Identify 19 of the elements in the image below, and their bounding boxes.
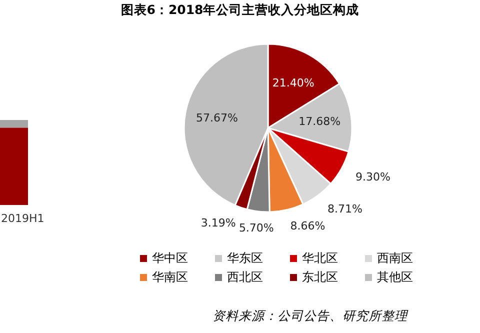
legend-label: 华东区 — [227, 251, 263, 265]
legend-label: 华北区 — [302, 251, 338, 265]
data-label: 8.66% — [290, 219, 326, 232]
data-label: 9.30% — [355, 170, 390, 184]
data-label: 5.70% — [238, 221, 274, 234]
data-label: 57.67% — [196, 112, 238, 125]
data-label: 8.71% — [328, 202, 362, 216]
text: 资料来源：公司公告、研究所整理 — [212, 308, 408, 323]
legend-label: 华南区 — [152, 270, 188, 284]
legend-label: 其他区 — [377, 270, 413, 284]
chart-title: 图表6：2018年公司主营收入分地区构成 — [120, 2, 360, 17]
legend-label: 西南区 — [377, 251, 413, 265]
legend-label: 西北区 — [227, 270, 263, 284]
data-label: 17.68% — [298, 115, 341, 128]
legend-label: 华中区 — [152, 251, 188, 265]
data-label: 21.40% — [272, 76, 314, 90]
x-tick-label: 2019H1 — [1, 212, 44, 225]
data-label: 3.19% — [200, 216, 236, 230]
legend-label: 东北区 — [302, 270, 338, 284]
